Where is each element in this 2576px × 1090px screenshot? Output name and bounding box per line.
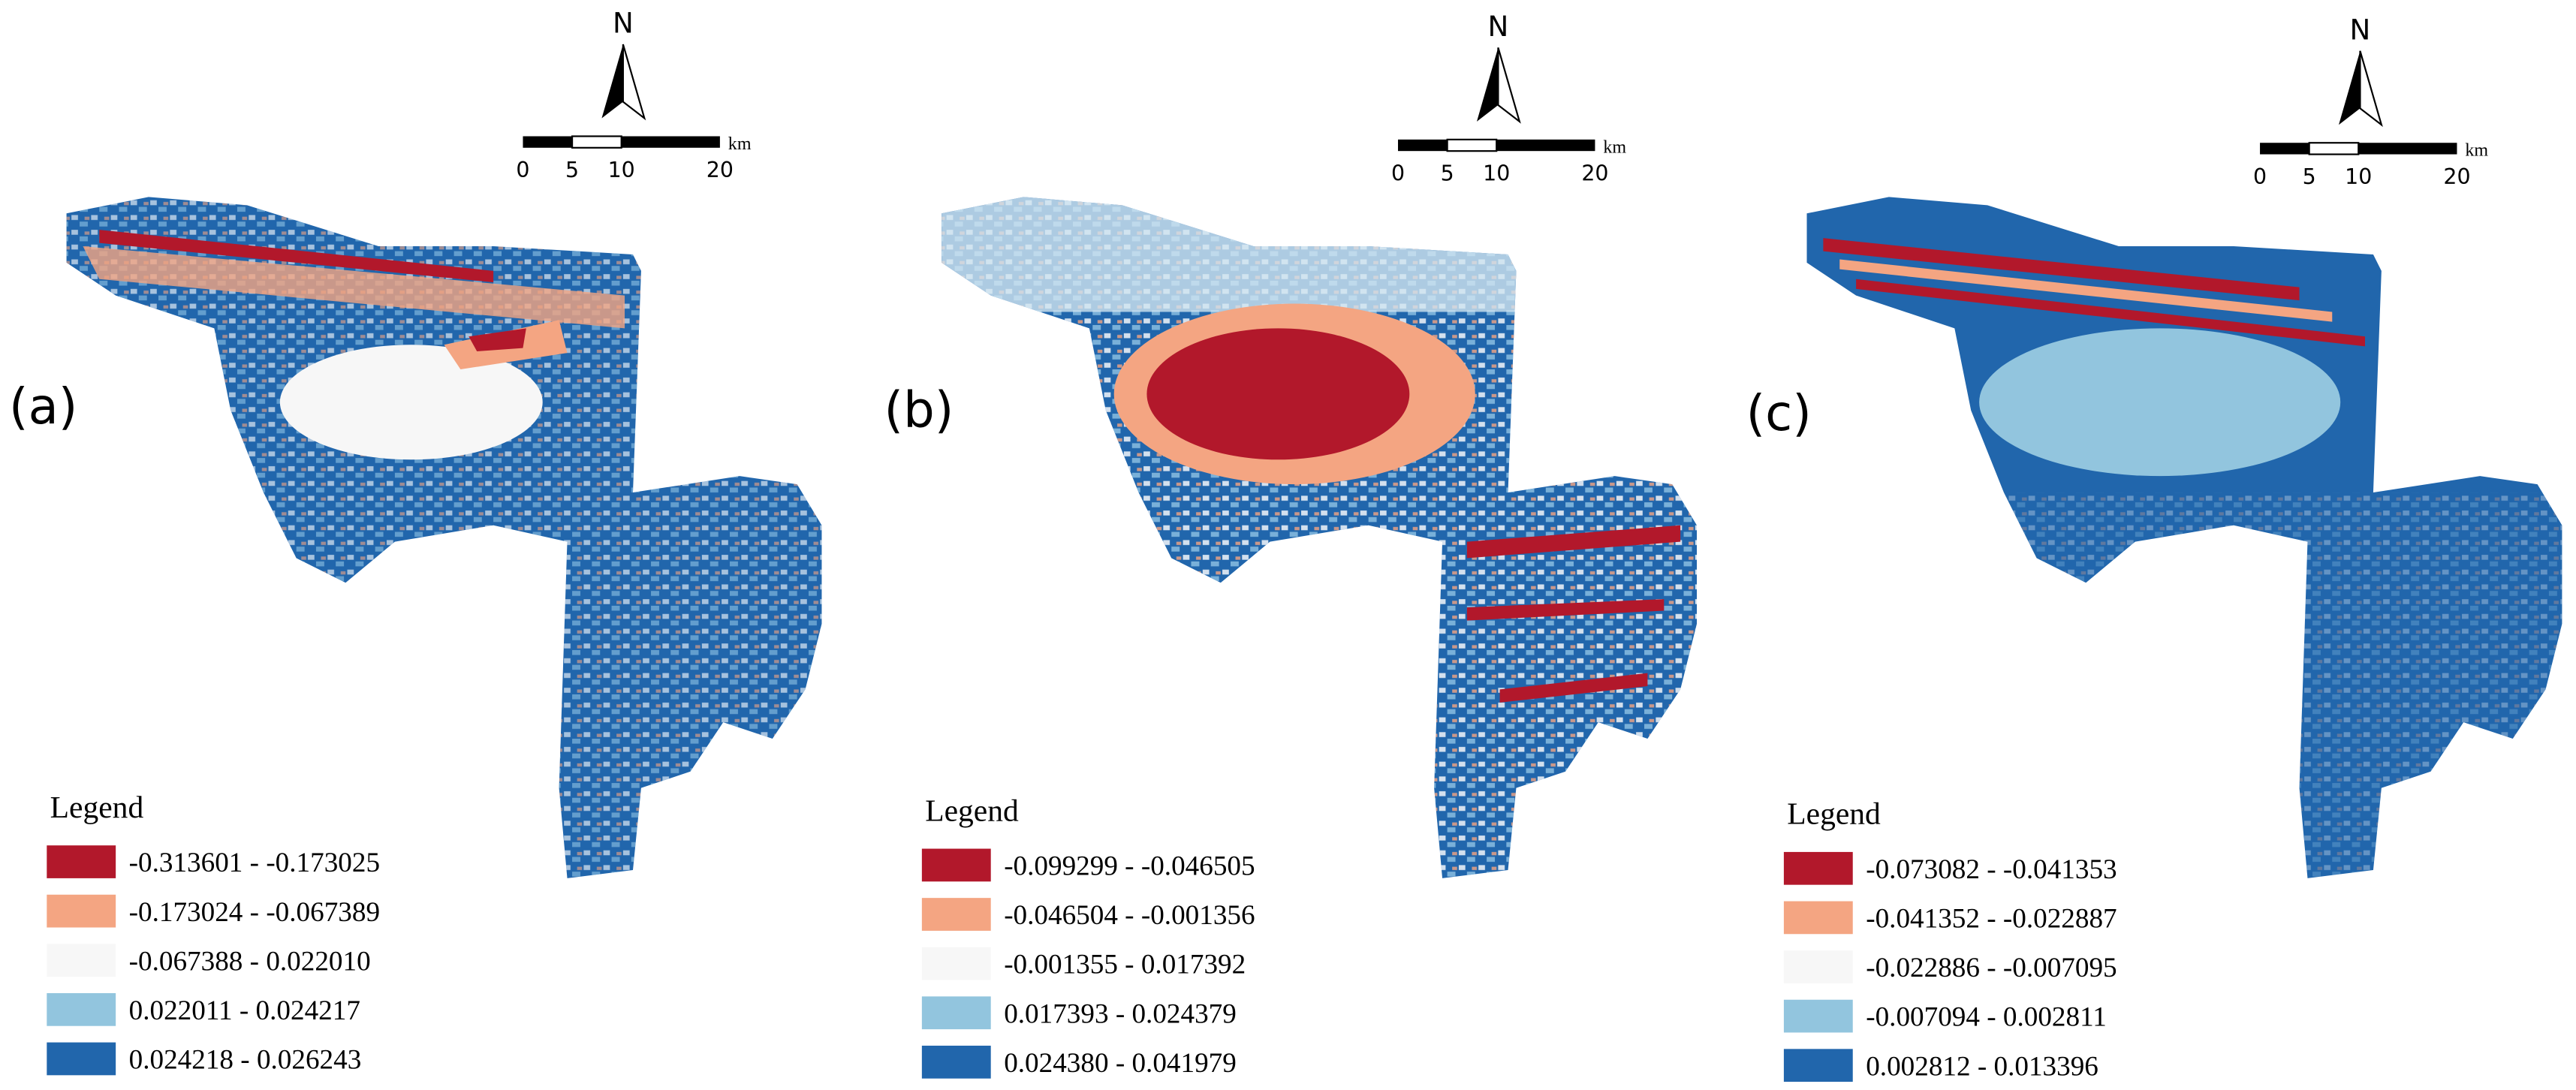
legend-item: -0.067388 - 0.022010	[129, 946, 371, 977]
panel: (c) N 0 5 10 20 km Legend -0.073082 - -0.041353 -…	[1746, 13, 2489, 1082]
panel-label: (a)	[9, 378, 77, 435]
legend-item: 0.022011 - 0.024217	[129, 995, 360, 1026]
legend-swatch	[1783, 851, 1853, 885]
scale-tick-label: 20	[2443, 164, 2470, 189]
legend-swatch	[921, 996, 991, 1030]
scale-tick-label: 5	[2303, 164, 2316, 189]
north-label: N	[613, 7, 634, 40]
legend-item: 0.024380 - 0.041979	[1004, 1048, 1237, 1079]
legend-item: -0.099299 - -0.046505	[1004, 851, 1255, 882]
scale-tick-label: 20	[707, 158, 734, 182]
scale-bar	[2260, 143, 2309, 155]
scale-unit: km	[728, 134, 752, 154]
scale-tick-label: 10	[2345, 164, 2372, 189]
panel-label: (b)	[884, 382, 954, 439]
scale-tick-label: 0	[516, 158, 529, 182]
scale-bar	[2308, 142, 2360, 155]
scale-bar	[571, 135, 622, 149]
legend-item: -0.041352 - -0.022887	[1866, 904, 2117, 935]
legend-item: -0.046504 - -0.001356	[1004, 900, 1255, 931]
legend-title: Legend	[925, 793, 1019, 827]
legend-item: 0.002812 - 0.013396	[1866, 1051, 2098, 1082]
scale-unit: km	[2465, 141, 2488, 161]
scale-tick-label: 20	[1581, 161, 1608, 186]
scale-bar	[1398, 139, 1448, 152]
legend-swatch	[47, 944, 116, 977]
north-label: N	[1488, 10, 1509, 43]
legend-item: -0.173024 - -0.067389	[129, 897, 380, 928]
legend-item: 0.024218 - 0.026243	[129, 1045, 362, 1076]
legend-swatch	[921, 947, 991, 980]
legend-swatch	[47, 992, 116, 1026]
legend-swatch	[47, 845, 116, 878]
scale-tick-label: 10	[608, 158, 635, 182]
legend-swatch	[47, 894, 116, 928]
legend-title: Legend	[50, 790, 144, 824]
scale-bar	[2358, 143, 2457, 155]
scale-bar	[621, 136, 720, 148]
legend-item: -0.073082 - -0.041353	[1866, 854, 2117, 885]
map-b	[942, 197, 1697, 878]
legend-item: -0.022886 - -0.007095	[1866, 953, 2117, 983]
panel: (a) N 0 5 10 20 km Legend -0.313601 - -0.173025 -…	[9, 7, 752, 1076]
north-label: N	[2350, 13, 2371, 46]
legend-item: -0.313601 - -0.173025	[129, 848, 380, 878]
legend-swatch	[921, 848, 991, 882]
legend-item: -0.001355 - 0.017392	[1004, 950, 1246, 980]
panel-label: (c)	[1746, 385, 1812, 442]
scale-tick-label: 10	[1483, 161, 1510, 186]
scale-bar	[523, 136, 573, 148]
legend-swatch	[1783, 999, 1853, 1033]
north-arrow-half	[622, 44, 646, 121]
scale-tick-label: 0	[1391, 161, 1405, 186]
scale-tick-label: 5	[1441, 161, 1454, 186]
scale-unit: km	[1603, 137, 1626, 157]
north-arrow-half	[1497, 47, 1521, 124]
legend-swatch	[1783, 950, 1853, 983]
legend-swatch	[921, 898, 991, 931]
north-arrow-half	[2359, 50, 2383, 128]
legend-item: -0.007094 - 0.002811	[1866, 1002, 2107, 1033]
scale-bar	[1446, 138, 1498, 152]
scale-tick-label: 0	[2253, 164, 2267, 189]
panel: (b) N 0 5 10 20 km Legend -0.099299 - -0.046505 -…	[884, 10, 1627, 1079]
legend-title: Legend	[1787, 796, 1881, 831]
legend-swatch	[47, 1042, 116, 1076]
legend-swatch	[921, 1045, 991, 1079]
legend-swatch	[1783, 901, 1853, 935]
legend-item: 0.017393 - 0.024379	[1004, 998, 1237, 1029]
scale-bar	[1496, 139, 1595, 152]
legend-swatch	[1783, 1049, 1853, 1082]
scale-tick-label: 5	[565, 158, 579, 182]
